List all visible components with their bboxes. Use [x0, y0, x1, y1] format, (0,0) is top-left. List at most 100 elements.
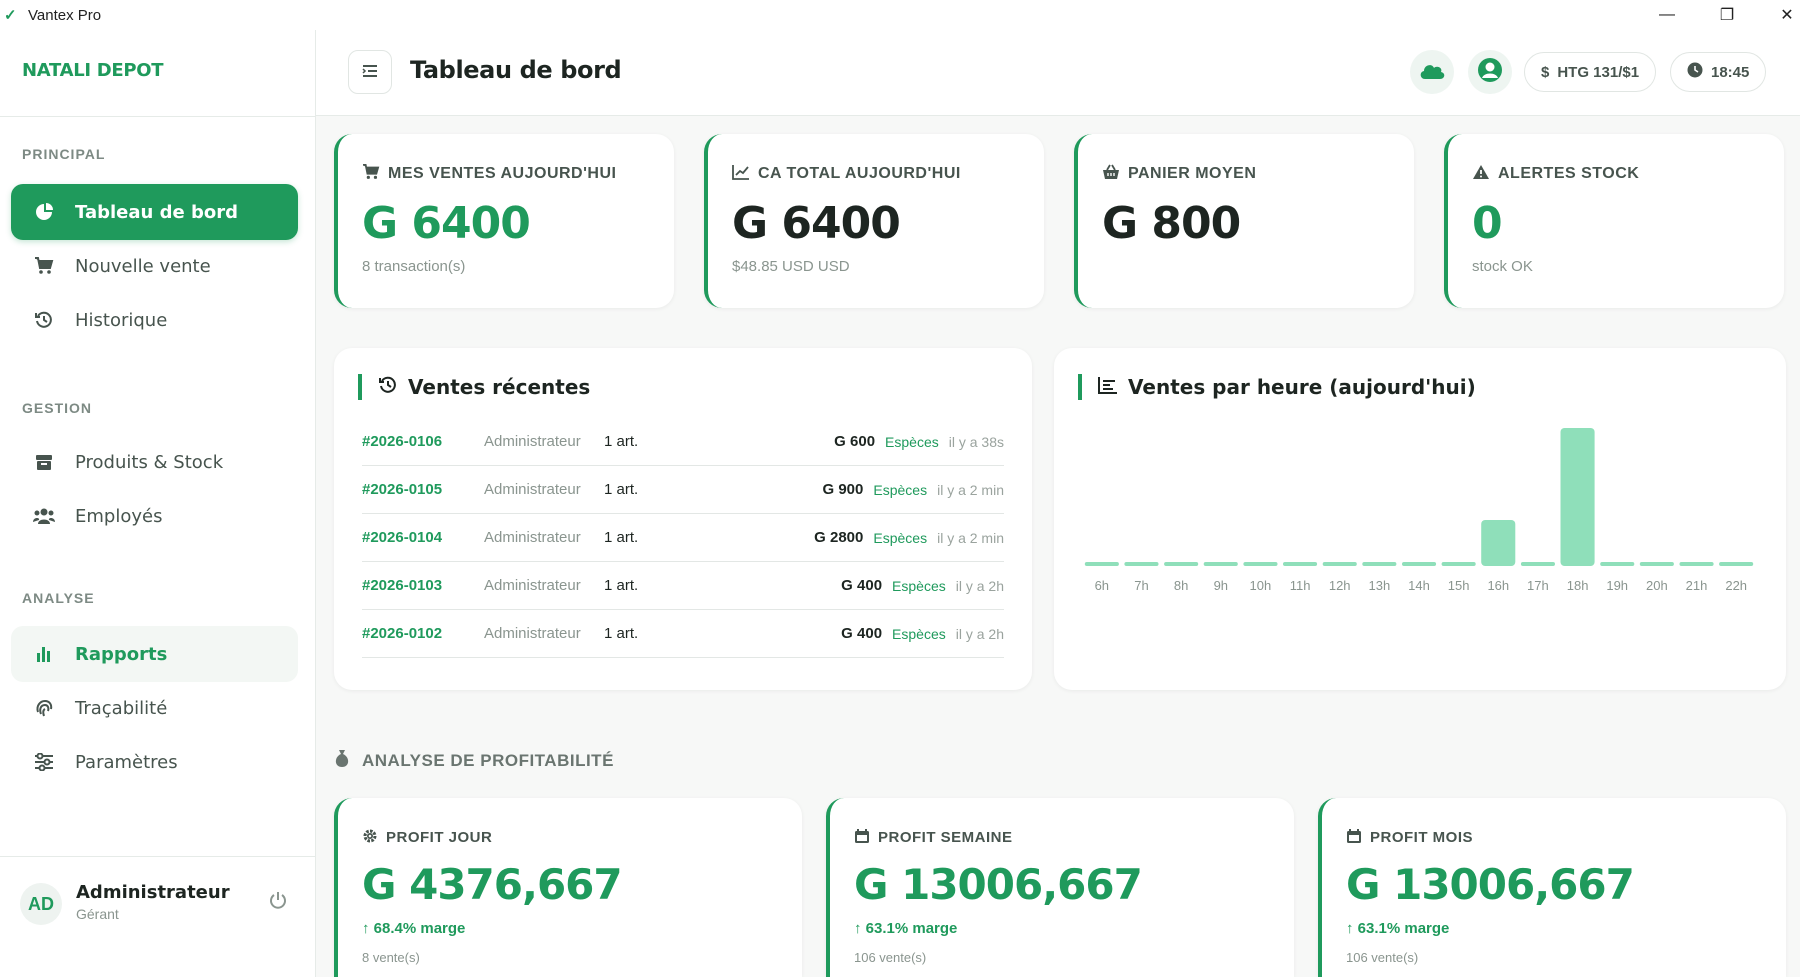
stat-label: PANIER MOYEN: [1102, 164, 1256, 183]
stat-label: ALERTES STOCK: [1472, 164, 1639, 183]
chart-bar-18h[interactable]: [1560, 428, 1595, 566]
sidebar-item-label: Produits & Stock: [75, 451, 224, 473]
app-logo-icon: ✓: [4, 7, 17, 24]
chart-bar-21h[interactable]: [1679, 562, 1714, 566]
sale-method: Espèces: [892, 625, 946, 642]
profit-label-text: PROFIT SEMAINE: [878, 829, 1013, 846]
calendar-icon: [854, 828, 872, 847]
stat-sub: $48.85 USD USD: [732, 258, 850, 275]
current-time: 18:45: [1711, 63, 1750, 81]
stat-label: MES VENTES AUJOURD'HUI: [362, 164, 616, 183]
close-icon: ✕: [1780, 7, 1794, 24]
table-row[interactable]: #2026-0104 Administrateur 1 art. G 2800 …: [362, 514, 1004, 562]
sidebar-item-products[interactable]: Produits & Stock: [11, 434, 298, 490]
profit-card-day: PROFIT JOUR G 4376,667 ↑ 68.4% marge 8 v…: [334, 798, 802, 977]
line-chart-icon: [732, 164, 752, 183]
table-row[interactable]: #2026-0102 Administrateur 1 art. G 400 E…: [362, 610, 1004, 658]
stat-card-my-sales: MES VENTES AUJOURD'HUI G 6400 8 transact…: [334, 134, 674, 308]
maximize-button[interactable]: ❐: [1702, 0, 1752, 30]
bar-chart-icon: [31, 645, 57, 663]
header: Tableau de bord $ HTG 131/$1 18:45: [316, 30, 1800, 116]
sidebar-item-settings[interactable]: Paramètres: [11, 734, 298, 790]
exchange-rate-pill[interactable]: $ HTG 131/$1: [1524, 52, 1657, 92]
logout-button[interactable]: [266, 890, 290, 914]
profit-card-week: PROFIT SEMAINE G 13006,667 ↑ 63.1% marge…: [826, 798, 1294, 977]
history-icon: [378, 375, 398, 400]
sale-qty: 1 art.: [604, 625, 639, 642]
profit-card-month: PROFIT MOIS G 13006,667 ↑ 63.1% marge 10…: [1318, 798, 1786, 977]
gear-icon: [362, 828, 380, 847]
chart-bar-11h[interactable]: [1283, 562, 1318, 566]
stat-label-text: MES VENTES AUJOURD'HUI: [388, 164, 617, 182]
cloud-sync-button[interactable]: [1410, 50, 1454, 94]
sidebar-item-label: Employés: [75, 505, 163, 527]
sidebar-item-employees[interactable]: Employés: [11, 488, 298, 544]
chart-bar-22h[interactable]: [1719, 562, 1754, 566]
exchange-rate: HTG 131/$1: [1557, 63, 1640, 81]
hourly-sales-chart: 6h 7h 8h 9h 10h 11h 12h 13h 14h 15h 16h 17h 18h 19h 20…: [1084, 428, 1754, 593]
chart-bar-20h[interactable]: [1639, 562, 1674, 566]
sidebar-item-traceability[interactable]: Traçabilité: [11, 680, 298, 736]
sidebar-item-label: Historique: [75, 309, 168, 331]
panel-title-text: Ventes récentes: [408, 375, 591, 399]
user-circle-icon: [1477, 57, 1503, 88]
profitability-heading: ANALYSE DE PROFITABILITÉ: [332, 748, 614, 773]
sale-user: Administrateur: [484, 625, 581, 642]
chart-bar-13h[interactable]: [1362, 562, 1397, 566]
restore-icon: ❐: [1719, 7, 1735, 24]
money-bag-icon: [332, 748, 352, 773]
chart-bar-6h[interactable]: [1084, 562, 1119, 566]
chart-bar-17h[interactable]: [1520, 562, 1555, 566]
window-titlebar: ✓ Vantex Pro — ❐ ✕: [0, 0, 1800, 30]
warning-icon: [1472, 164, 1492, 183]
chart-bar-9h[interactable]: [1203, 562, 1238, 566]
hourly-sales-panel: Ventes par heure (aujourd'hui) 6h 7h 8h 9h 1…: [1054, 348, 1786, 690]
sale-time: il y a 2 min: [937, 481, 1004, 498]
chart-bar-8h[interactable]: [1164, 562, 1199, 566]
menu-toggle-button[interactable]: [348, 50, 392, 94]
profile-button[interactable]: [1468, 50, 1512, 94]
sale-id[interactable]: #2026-0104: [362, 529, 443, 546]
chart-bar-10h[interactable]: [1243, 562, 1278, 566]
minimize-button[interactable]: —: [1642, 0, 1692, 30]
chart-bar-15h[interactable]: [1441, 562, 1476, 566]
table-row[interactable]: #2026-0105 Administrateur 1 art. G 900 E…: [362, 466, 1004, 514]
sale-id[interactable]: #2026-0102: [362, 625, 443, 642]
sidebar-item-new-sale[interactable]: Nouvelle vente: [11, 238, 298, 294]
bar-chart-icon: [1098, 376, 1118, 399]
chart-bar-16h[interactable]: [1481, 520, 1516, 566]
profit-margin: ↑ 63.1% marge: [1346, 920, 1450, 937]
chart-bar-14h[interactable]: [1402, 562, 1437, 566]
profit-value: G 13006,667: [1346, 860, 1635, 909]
profitability-title: ANALYSE DE PROFITABILITÉ: [362, 750, 614, 770]
table-row[interactable]: #2026-0103 Administrateur 1 art. G 400 E…: [362, 562, 1004, 610]
sale-time: il y a 2 min: [937, 529, 1004, 546]
sale-user: Administrateur: [484, 577, 581, 594]
chart-bar-7h[interactable]: [1124, 562, 1159, 566]
sale-id[interactable]: #2026-0103: [362, 577, 443, 594]
sidebar-item-label: Tableau de bord: [75, 201, 238, 223]
pie-chart-icon: [31, 203, 57, 221]
sale-id[interactable]: #2026-0105: [362, 481, 443, 498]
chart-bar-19h[interactable]: [1600, 562, 1635, 566]
sidebar-item-history[interactable]: Historique: [11, 292, 298, 348]
stat-sub: stock OK: [1472, 258, 1533, 275]
chart-bar-12h[interactable]: [1322, 562, 1357, 566]
chart-tick-label: 12h: [1329, 578, 1351, 593]
minimize-icon: —: [1659, 6, 1675, 23]
sale-id[interactable]: #2026-0106: [362, 433, 443, 450]
profit-label: PROFIT MOIS: [1346, 828, 1473, 847]
close-button[interactable]: ✕: [1762, 0, 1800, 30]
sidebar-item-label: Traçabilité: [75, 697, 168, 719]
sidebar-item-dashboard[interactable]: Tableau de bord: [11, 184, 298, 240]
stat-sub: 8 transaction(s): [362, 258, 466, 275]
table-row[interactable]: #2026-0106 Administrateur 1 art. G 600 E…: [362, 418, 1004, 466]
stat-label: CA TOTAL AUJOURD'HUI: [732, 164, 961, 183]
profit-value: G 13006,667: [854, 860, 1143, 909]
clock-pill: 18:45: [1670, 52, 1767, 92]
sidebar-item-label: Rapports: [75, 643, 168, 665]
box-icon: [31, 453, 57, 471]
stat-label-text: CA TOTAL AUJOURD'HUI: [758, 164, 961, 182]
sidebar-item-reports[interactable]: Rapports: [11, 626, 298, 682]
clock-icon: [1687, 62, 1703, 82]
